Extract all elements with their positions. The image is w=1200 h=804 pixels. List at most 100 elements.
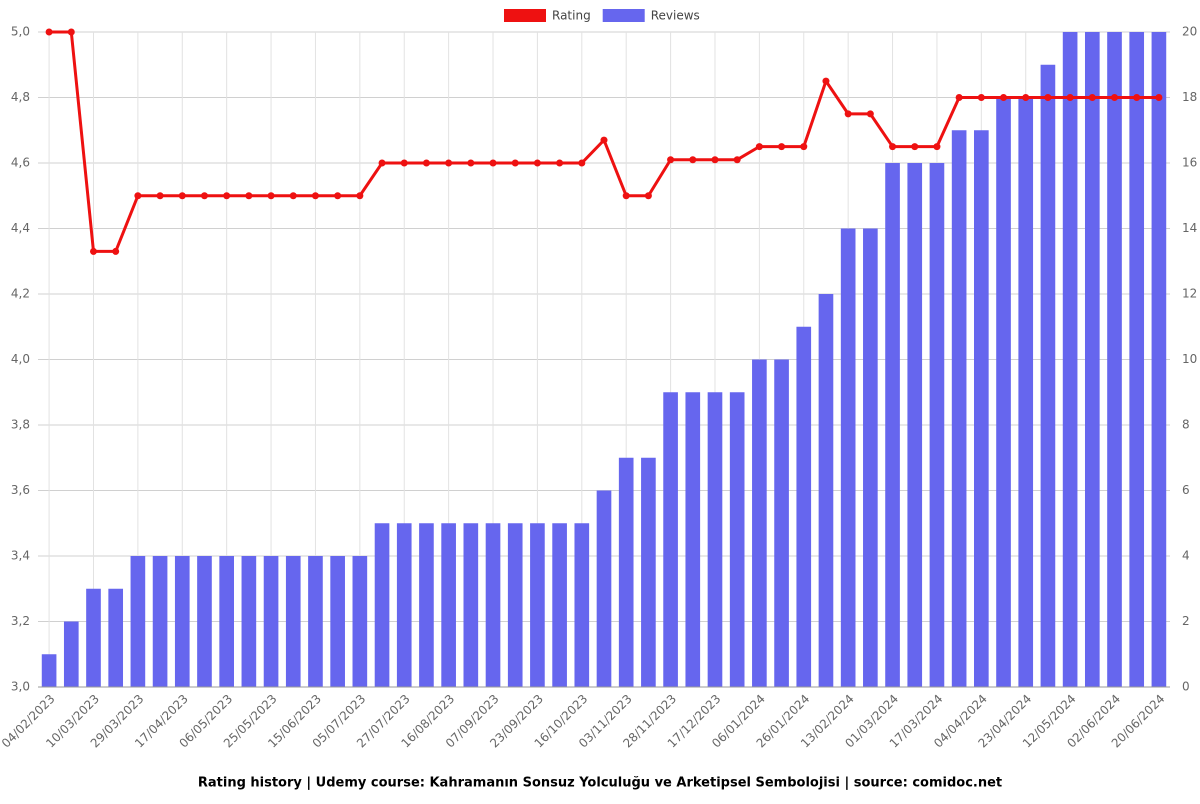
y-tick-label: 4,0 xyxy=(11,352,30,366)
point xyxy=(245,192,253,200)
bar xyxy=(1062,32,1078,687)
point xyxy=(267,192,275,200)
y2-tick-label: 20 xyxy=(1182,25,1197,39)
point xyxy=(1088,94,1096,101)
point xyxy=(378,159,386,167)
y2-tick-label: 4 xyxy=(1182,549,1190,563)
point xyxy=(45,28,53,36)
y-tick-label: 4,6 xyxy=(11,156,30,170)
point xyxy=(1133,94,1141,101)
point xyxy=(200,192,208,200)
bar xyxy=(352,556,368,687)
y2-tick-label: 0 xyxy=(1182,680,1190,694)
point xyxy=(1066,94,1074,101)
bar xyxy=(818,294,834,687)
bar xyxy=(308,556,323,687)
bar xyxy=(1084,32,1100,687)
bar xyxy=(63,621,79,687)
y2-tick-label: 6 xyxy=(1182,483,1190,497)
bar xyxy=(796,326,812,687)
bar xyxy=(396,523,412,687)
bar xyxy=(663,392,678,687)
bar xyxy=(507,523,523,687)
legend-label: Rating xyxy=(552,9,591,23)
point xyxy=(578,159,586,167)
bar xyxy=(1151,32,1167,687)
point xyxy=(489,159,497,167)
point xyxy=(356,192,364,200)
bar xyxy=(174,556,190,687)
bar xyxy=(441,523,456,687)
bar xyxy=(996,97,1011,687)
legend-swatch xyxy=(602,9,645,22)
point xyxy=(822,77,830,85)
point xyxy=(156,192,164,200)
point xyxy=(866,110,874,118)
point xyxy=(1044,94,1052,101)
bar xyxy=(130,556,146,687)
bar xyxy=(41,654,57,687)
point xyxy=(711,156,719,164)
y-tick-label: 4,4 xyxy=(11,221,30,235)
bar xyxy=(707,392,723,687)
point xyxy=(800,143,808,151)
bar xyxy=(774,359,789,687)
bar xyxy=(1018,97,1034,687)
point xyxy=(733,156,741,164)
bar xyxy=(840,228,856,687)
bar xyxy=(863,228,878,687)
point xyxy=(89,247,97,255)
y-tick-label: 4,8 xyxy=(11,90,30,104)
y-tick-label: 3,6 xyxy=(11,483,30,497)
y2-tick-label: 10 xyxy=(1182,352,1197,366)
bar xyxy=(463,523,479,687)
point xyxy=(955,94,963,101)
point xyxy=(511,159,519,167)
point xyxy=(1022,94,1030,101)
bar xyxy=(197,556,212,687)
point xyxy=(778,143,786,151)
point xyxy=(134,192,142,200)
y2-tick-label: 2 xyxy=(1182,614,1190,628)
point xyxy=(112,247,120,255)
point xyxy=(400,159,408,167)
y-tick-label: 5,0 xyxy=(11,25,30,39)
y2-tick-label: 8 xyxy=(1182,418,1190,432)
bar xyxy=(974,130,989,687)
bar xyxy=(419,523,434,687)
bar xyxy=(951,130,967,687)
bar xyxy=(152,556,168,687)
bar xyxy=(752,359,767,687)
point xyxy=(533,159,541,167)
bar xyxy=(86,588,101,687)
point xyxy=(467,159,475,167)
point xyxy=(556,159,564,167)
bar xyxy=(618,457,634,687)
bar xyxy=(729,392,745,687)
bar xyxy=(552,523,567,687)
bar xyxy=(641,457,656,687)
y-tick-label: 3,8 xyxy=(11,418,30,432)
bar xyxy=(330,556,345,687)
point xyxy=(445,159,453,167)
y2-tick-label: 14 xyxy=(1182,221,1197,235)
point xyxy=(223,192,231,200)
bar xyxy=(685,392,701,687)
point xyxy=(622,192,630,200)
bar xyxy=(285,556,301,687)
point xyxy=(311,192,319,200)
point xyxy=(289,192,297,200)
bar xyxy=(485,523,501,687)
point xyxy=(644,192,652,200)
point xyxy=(889,143,897,151)
bar xyxy=(907,163,923,687)
bar xyxy=(574,523,590,687)
bar xyxy=(929,163,945,687)
point xyxy=(933,143,941,151)
bar xyxy=(263,556,279,687)
point xyxy=(178,192,186,200)
bar xyxy=(219,556,234,687)
bar xyxy=(530,523,545,687)
y2-tick-label: 16 xyxy=(1182,156,1197,170)
point xyxy=(911,143,919,151)
